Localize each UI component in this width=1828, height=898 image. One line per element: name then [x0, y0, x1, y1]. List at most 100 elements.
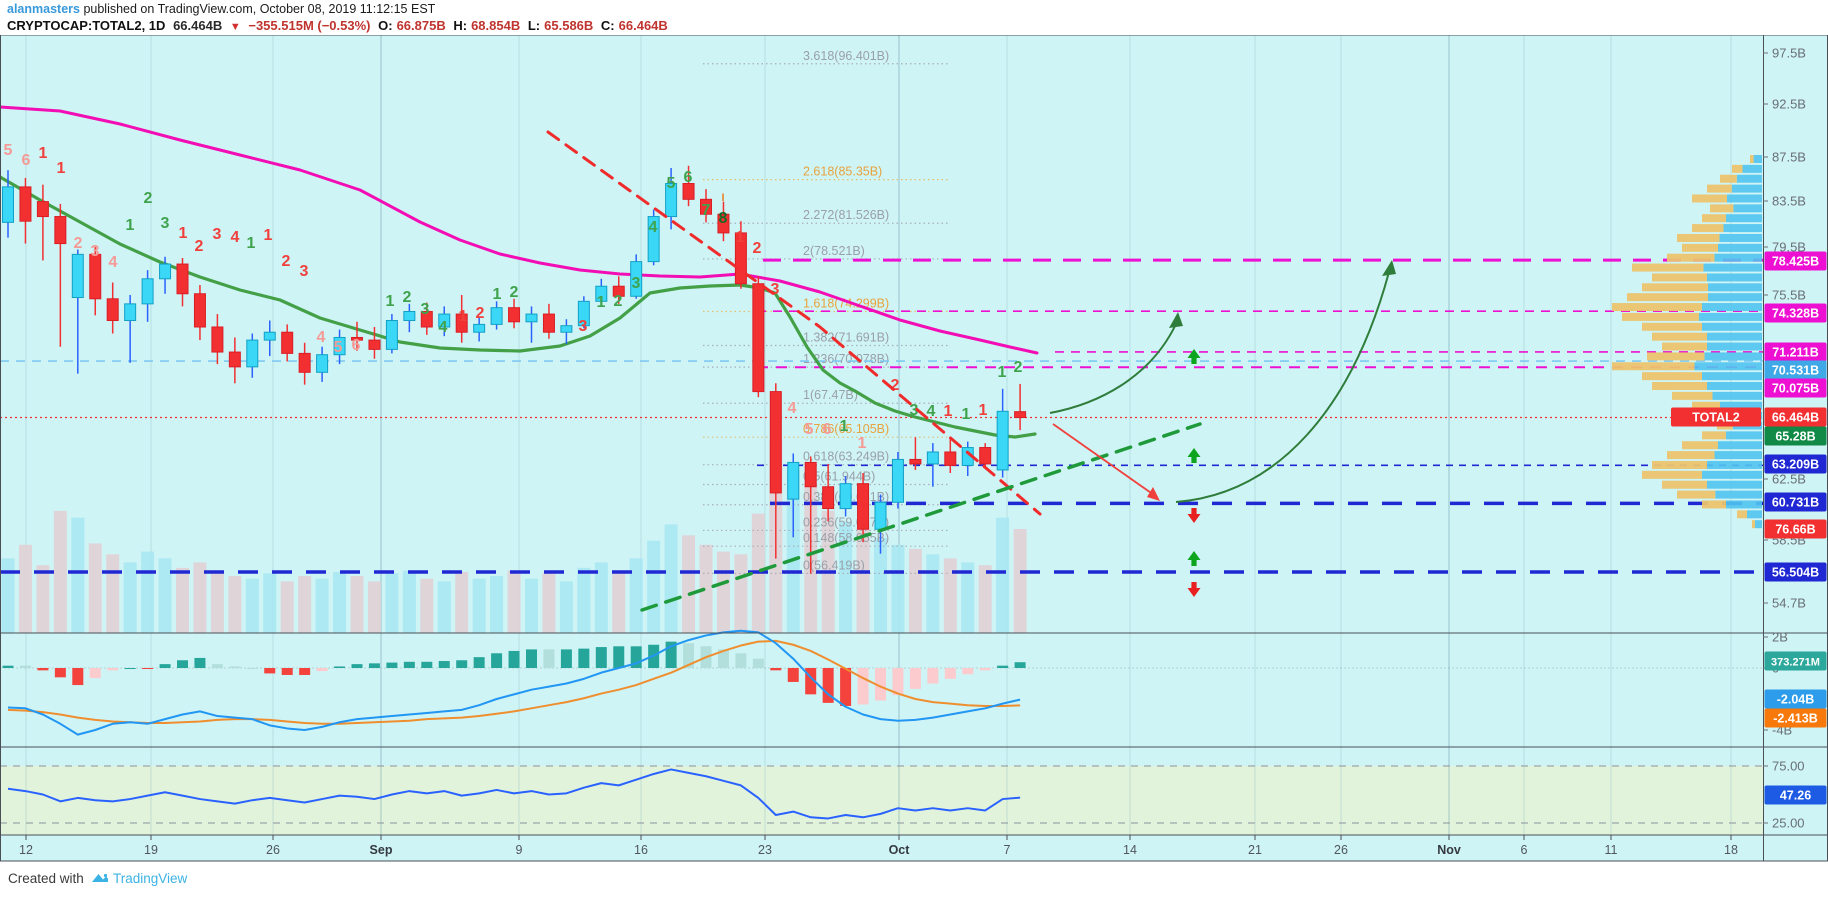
- open-label: O:: [378, 17, 393, 33]
- td-number: 6: [823, 421, 832, 438]
- macd-histogram-bar: [246, 668, 258, 669]
- date-tick-label: 26: [1334, 843, 1348, 857]
- date-tick-label: 14: [1123, 843, 1137, 857]
- candle: [368, 339, 381, 350]
- td-number: 2: [510, 284, 519, 301]
- macd-histogram-bar: [787, 668, 799, 682]
- date-tick-label: 9: [516, 843, 523, 857]
- td-number: 1: [57, 160, 66, 177]
- candle: [525, 313, 538, 323]
- macd-histogram-bar: [875, 668, 886, 701]
- candle: [263, 331, 276, 341]
- price-badge-label: 70.531B: [1772, 364, 1819, 378]
- td-number: 2: [282, 253, 291, 270]
- macd-histogram-bar: [1014, 662, 1026, 668]
- price-badge-label: 60.731B: [1772, 496, 1819, 510]
- volume-bar: [978, 565, 992, 633]
- candle: [857, 483, 870, 530]
- volume-bar: [1013, 528, 1027, 633]
- candle: [804, 461, 817, 488]
- volume-profile: [1612, 155, 1762, 529]
- td-number: 3: [300, 263, 309, 280]
- price-badge: [1764, 785, 1827, 805]
- trendline[interactable]: [546, 130, 1042, 516]
- td-number: 1: [840, 418, 849, 435]
- macd-histogram-bar: [107, 668, 119, 671]
- volume-bar: [664, 524, 678, 633]
- td-number: 1: [126, 217, 135, 234]
- candle: [700, 198, 712, 215]
- macd-histogram-bar: [89, 668, 101, 679]
- volume-bar: [629, 558, 643, 633]
- price-tick-label: 83.5B: [1772, 194, 1806, 209]
- macd-histogram-bar: [822, 668, 834, 703]
- volume-bar: [106, 554, 120, 633]
- price-badge: [1764, 426, 1827, 446]
- candle: [351, 336, 363, 341]
- ma-fast-line[interactable]: [0, 175, 1037, 439]
- macd-histogram-bar: [578, 648, 590, 668]
- curved-arrow-head: [1382, 260, 1396, 276]
- curved-arrow[interactable]: [1175, 271, 1390, 503]
- macd-pane[interactable]: [0, 629, 1763, 736]
- tradingview-logo-icon: [92, 873, 108, 882]
- td-number: 1: [39, 145, 48, 162]
- volume-bar: [367, 581, 381, 633]
- macd-histogram-bar: [19, 665, 31, 668]
- price-badge: [1764, 303, 1827, 323]
- price-tick-label: 25.00: [1772, 816, 1805, 831]
- macd-histogram-bar: [386, 662, 398, 668]
- macd-histogram-bar: [438, 661, 450, 668]
- author-link[interactable]: alanmasters: [7, 2, 80, 16]
- red-arrow[interactable]: [1052, 423, 1155, 496]
- td-number: 2: [753, 240, 762, 257]
- symbol-line: CRYPTOCAP:TOTAL2, 1D 66.464B ▼ −355.515M…: [7, 18, 672, 33]
- volume-bar: [542, 573, 556, 633]
- fib-label: 1(67.47B): [803, 388, 858, 402]
- candle: [54, 216, 67, 245]
- bold-down-arrow-icon: [1187, 508, 1201, 523]
- td-number: 1: [386, 293, 395, 310]
- date-axis[interactable]: 12 19 26 Sep 9 16 23 Oct 7 14 21 26 Nov 6 11 18: [19, 835, 1738, 857]
- ma-slow-line[interactable]: [0, 105, 1039, 355]
- date-tick-label: 21: [1248, 843, 1262, 857]
- macd-histogram-bar: [368, 663, 380, 668]
- curved-arrow[interactable]: [1049, 323, 1177, 414]
- price-axis[interactable]: 97.5B92.5B87.5B83.5B79.5B75.5B62.5B58.5B…: [1763, 46, 1806, 831]
- price-badge-label: 56.504B: [1772, 566, 1819, 580]
- candle: [193, 293, 206, 328]
- candle: [630, 261, 643, 297]
- price-tick-label: 2B: [1772, 630, 1788, 645]
- price-tick-label: 62.5B: [1772, 472, 1806, 487]
- price-badge-label: 76.66B: [1775, 523, 1815, 537]
- macd-histogram-bar: [159, 664, 171, 668]
- high-value: 68.854B: [471, 17, 521, 33]
- candle: [298, 352, 311, 373]
- symbol-price-tag: [1671, 407, 1761, 427]
- macd-histogram-bar: [194, 657, 206, 668]
- td-number: 1: [179, 225, 188, 242]
- date-tick-label: Oct: [889, 843, 911, 857]
- candle: [647, 216, 660, 263]
- candle: [891, 458, 904, 503]
- td-number: 6: [684, 169, 693, 186]
- tradingview-brand-link[interactable]: TradingView: [113, 871, 188, 886]
- volume-bar: [88, 543, 102, 633]
- symbol-title[interactable]: CRYPTOCAP:TOTAL2, 1D: [7, 17, 166, 33]
- rsi-line: [7, 768, 1021, 820]
- td-number: 2: [144, 190, 153, 207]
- macd-histogram-bar: [857, 668, 869, 705]
- candle: [176, 263, 189, 295]
- macd-histogram-bar: [299, 668, 311, 675]
- trendline[interactable]: [640, 422, 1202, 612]
- price-badge-label: 78.425B: [1772, 255, 1819, 269]
- date-tick-label: 26: [266, 843, 280, 857]
- td-number: 2: [403, 289, 412, 306]
- drawing-annotations[interactable]: [546, 130, 1396, 612]
- volume-bars: [1, 440, 1027, 633]
- fib-label: 3.618(96.401B): [803, 49, 889, 63]
- rsi-pane[interactable]: [0, 765, 1763, 824]
- price-tick-label: 92.5B: [1772, 97, 1806, 112]
- td-number: 6: [352, 337, 361, 354]
